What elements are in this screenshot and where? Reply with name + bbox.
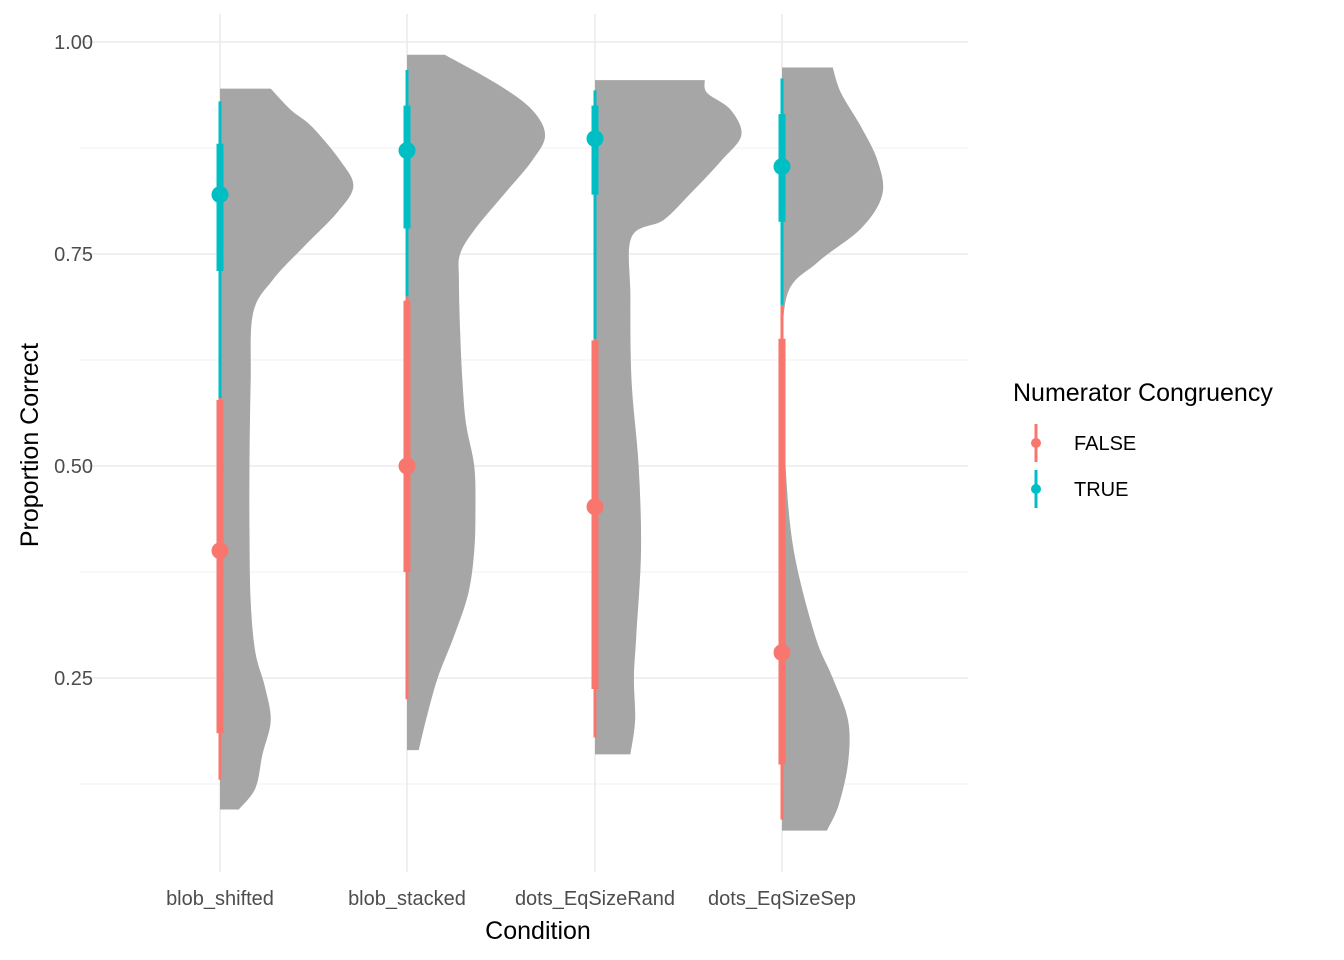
x-tick-label: blob_shifted <box>166 888 274 910</box>
legend: Numerator Congruency FALSE TRUE <box>1013 379 1273 508</box>
legend-title: Numerator Congruency <box>1013 379 1273 407</box>
x-axis-title: Condition <box>485 917 591 945</box>
violin-blob_stacked <box>407 54 546 751</box>
y-tick-label: 1.00 <box>54 32 93 54</box>
legend-key-point <box>1031 438 1041 448</box>
median-point-true <box>398 142 416 160</box>
legend-label: TRUE <box>1074 479 1128 501</box>
legend-entry-true: TRUE <box>1031 470 1128 508</box>
y-tick-label: 0.75 <box>54 244 93 266</box>
legend-label: FALSE <box>1074 433 1136 455</box>
y-tick-label: 0.50 <box>54 456 93 478</box>
x-tick-label: dots_EqSizeSep <box>708 888 856 910</box>
violin-dots_EqSizeRand <box>595 80 742 755</box>
median-point-true <box>586 130 604 148</box>
violins <box>220 54 884 831</box>
legend-key-point <box>1031 484 1041 494</box>
y-axis-ticks: 0.25 0.50 0.75 1.00 <box>54 32 93 690</box>
median-point-false <box>586 498 604 516</box>
legend-entry-false: FALSE <box>1031 424 1136 462</box>
median-point-true <box>773 158 791 176</box>
median-point-false <box>773 644 791 662</box>
median-point-true <box>211 186 229 204</box>
y-tick-label: 0.25 <box>54 668 93 690</box>
x-axis-ticks: blob_shifted blob_stacked dots_EqSizeRand d… <box>166 888 856 910</box>
median-point-false <box>211 542 229 560</box>
x-tick-label: blob_stacked <box>348 888 466 910</box>
violin-blob_shifted <box>220 88 354 810</box>
median-point-false <box>398 457 416 475</box>
y-axis-title: Proportion Correct <box>16 343 44 547</box>
x-tick-label: dots_EqSizeRand <box>515 888 675 910</box>
violin-dots_EqSizeSep <box>782 67 884 831</box>
intervals <box>211 69 791 820</box>
